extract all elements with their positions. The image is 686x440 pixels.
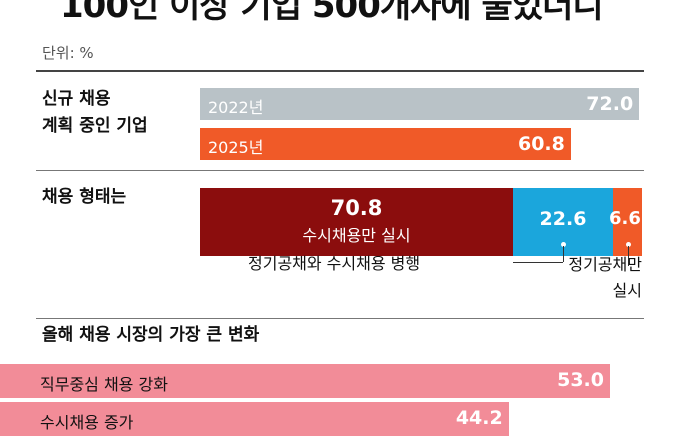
segment-name-label: 정기공채와 수시채용 병행 — [248, 254, 421, 273]
section-label-market-change: 올해 채용 시장의 가장 큰 변화 — [42, 325, 260, 345]
divider-2 — [36, 318, 644, 319]
leader-dot — [561, 242, 566, 247]
bar-2025년: 2025년 60.8 — [200, 128, 571, 160]
leader-line-h — [513, 262, 563, 263]
leader-dot — [625, 242, 631, 247]
divider-1 — [36, 170, 644, 171]
bar-1: 직무중심 채용 강화 53.0 — [0, 364, 610, 398]
segment-value-label: 22.6 — [539, 208, 587, 230]
bar-category-label: 수시채용 증가 — [40, 413, 134, 432]
headline: 100인 이상 기업 500개사에 물었더니 — [60, 0, 604, 26]
leader-line — [627, 246, 629, 266]
bar-category-label: 2025년 — [208, 138, 264, 157]
bar-value-label: 44.2 — [455, 407, 503, 429]
segment-value-label: 70.8 — [330, 196, 383, 220]
segment-value-label: 6.6 — [609, 208, 641, 229]
bar-category-label: 직무중심 채용 강화 — [40, 375, 168, 394]
bar-category-label: 2022년 — [208, 98, 264, 117]
bar-2022년: 2022년 72.0 — [200, 88, 640, 120]
bar-value-label: 72.0 — [586, 93, 634, 115]
bar-value-label: 60.8 — [517, 133, 565, 155]
section-label-hiring-type: 채용 형태는 — [42, 187, 127, 207]
bar-value-label: 53.0 — [557, 369, 604, 391]
segment-name-label: 수시채용만 실시 — [302, 226, 411, 245]
section-label-new-hiring: 신규 채용 계획 중인 기업 — [42, 89, 148, 136]
top-rule — [36, 70, 644, 72]
segment-1: 70.8 수시채용만 실시 — [200, 188, 513, 256]
bar-2: 수시채용 증가 44.2 — [0, 402, 509, 436]
segment-name-label: 정기공채만 실시 — [568, 255, 642, 300]
unit-label: 단위: % — [42, 44, 94, 62]
leader-line — [563, 246, 564, 262]
